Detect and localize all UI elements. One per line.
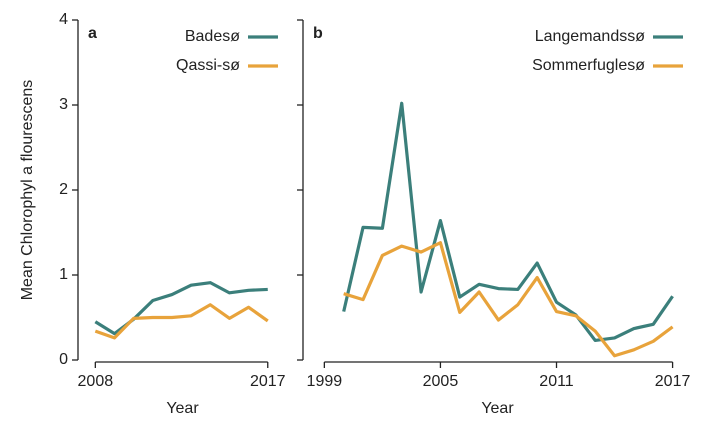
y-tick-label: 2 — [59, 181, 68, 198]
x-axis-label: Year — [481, 400, 514, 417]
x-tick-label: 2011 — [539, 373, 574, 390]
data-line — [94, 303, 269, 340]
x-tick-label: 2017 — [250, 373, 286, 390]
x-tick-label: 1999 — [307, 373, 343, 390]
y-tick-label: 4 — [59, 11, 68, 28]
panel-label: a — [88, 25, 97, 42]
x-axis-label: Year — [166, 400, 199, 417]
x-tick-label: 2017 — [655, 373, 691, 390]
x-tick-label: 2008 — [78, 373, 114, 390]
y-axis-label: Mean Chlorophyl a flourescens — [19, 80, 36, 301]
y-tick-label: 0 — [59, 351, 68, 368]
panel-label: b — [313, 25, 323, 42]
data-line — [343, 241, 674, 358]
y-tick-label: 3 — [59, 96, 68, 113]
data-line — [342, 101, 674, 343]
data-line — [94, 281, 268, 336]
legend-label: Sommerfuglesø — [532, 57, 645, 74]
legend-label: Langemandssø — [535, 28, 646, 45]
y-tick-label: 1 — [59, 266, 68, 283]
x-tick-label: 2005 — [423, 373, 459, 390]
legend-label: Qassi-sø — [176, 57, 240, 74]
legend-label: Badesø — [185, 28, 240, 45]
